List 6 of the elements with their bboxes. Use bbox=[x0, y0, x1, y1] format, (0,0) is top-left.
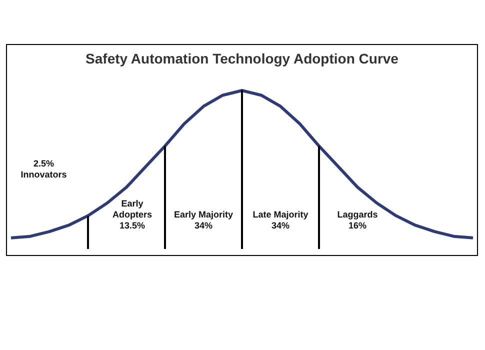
annotation: Laggards 16% bbox=[337, 209, 378, 230]
chart-title: Safety Automation Technology Adoption Curve bbox=[86, 50, 399, 66]
annotation: 2.5% Innovators bbox=[20, 158, 67, 180]
annotation: Early Majority 34% bbox=[174, 209, 234, 230]
annotation: Early Adopters 13.5% bbox=[112, 198, 152, 230]
annotation: Late Majority 34% bbox=[252, 209, 308, 230]
